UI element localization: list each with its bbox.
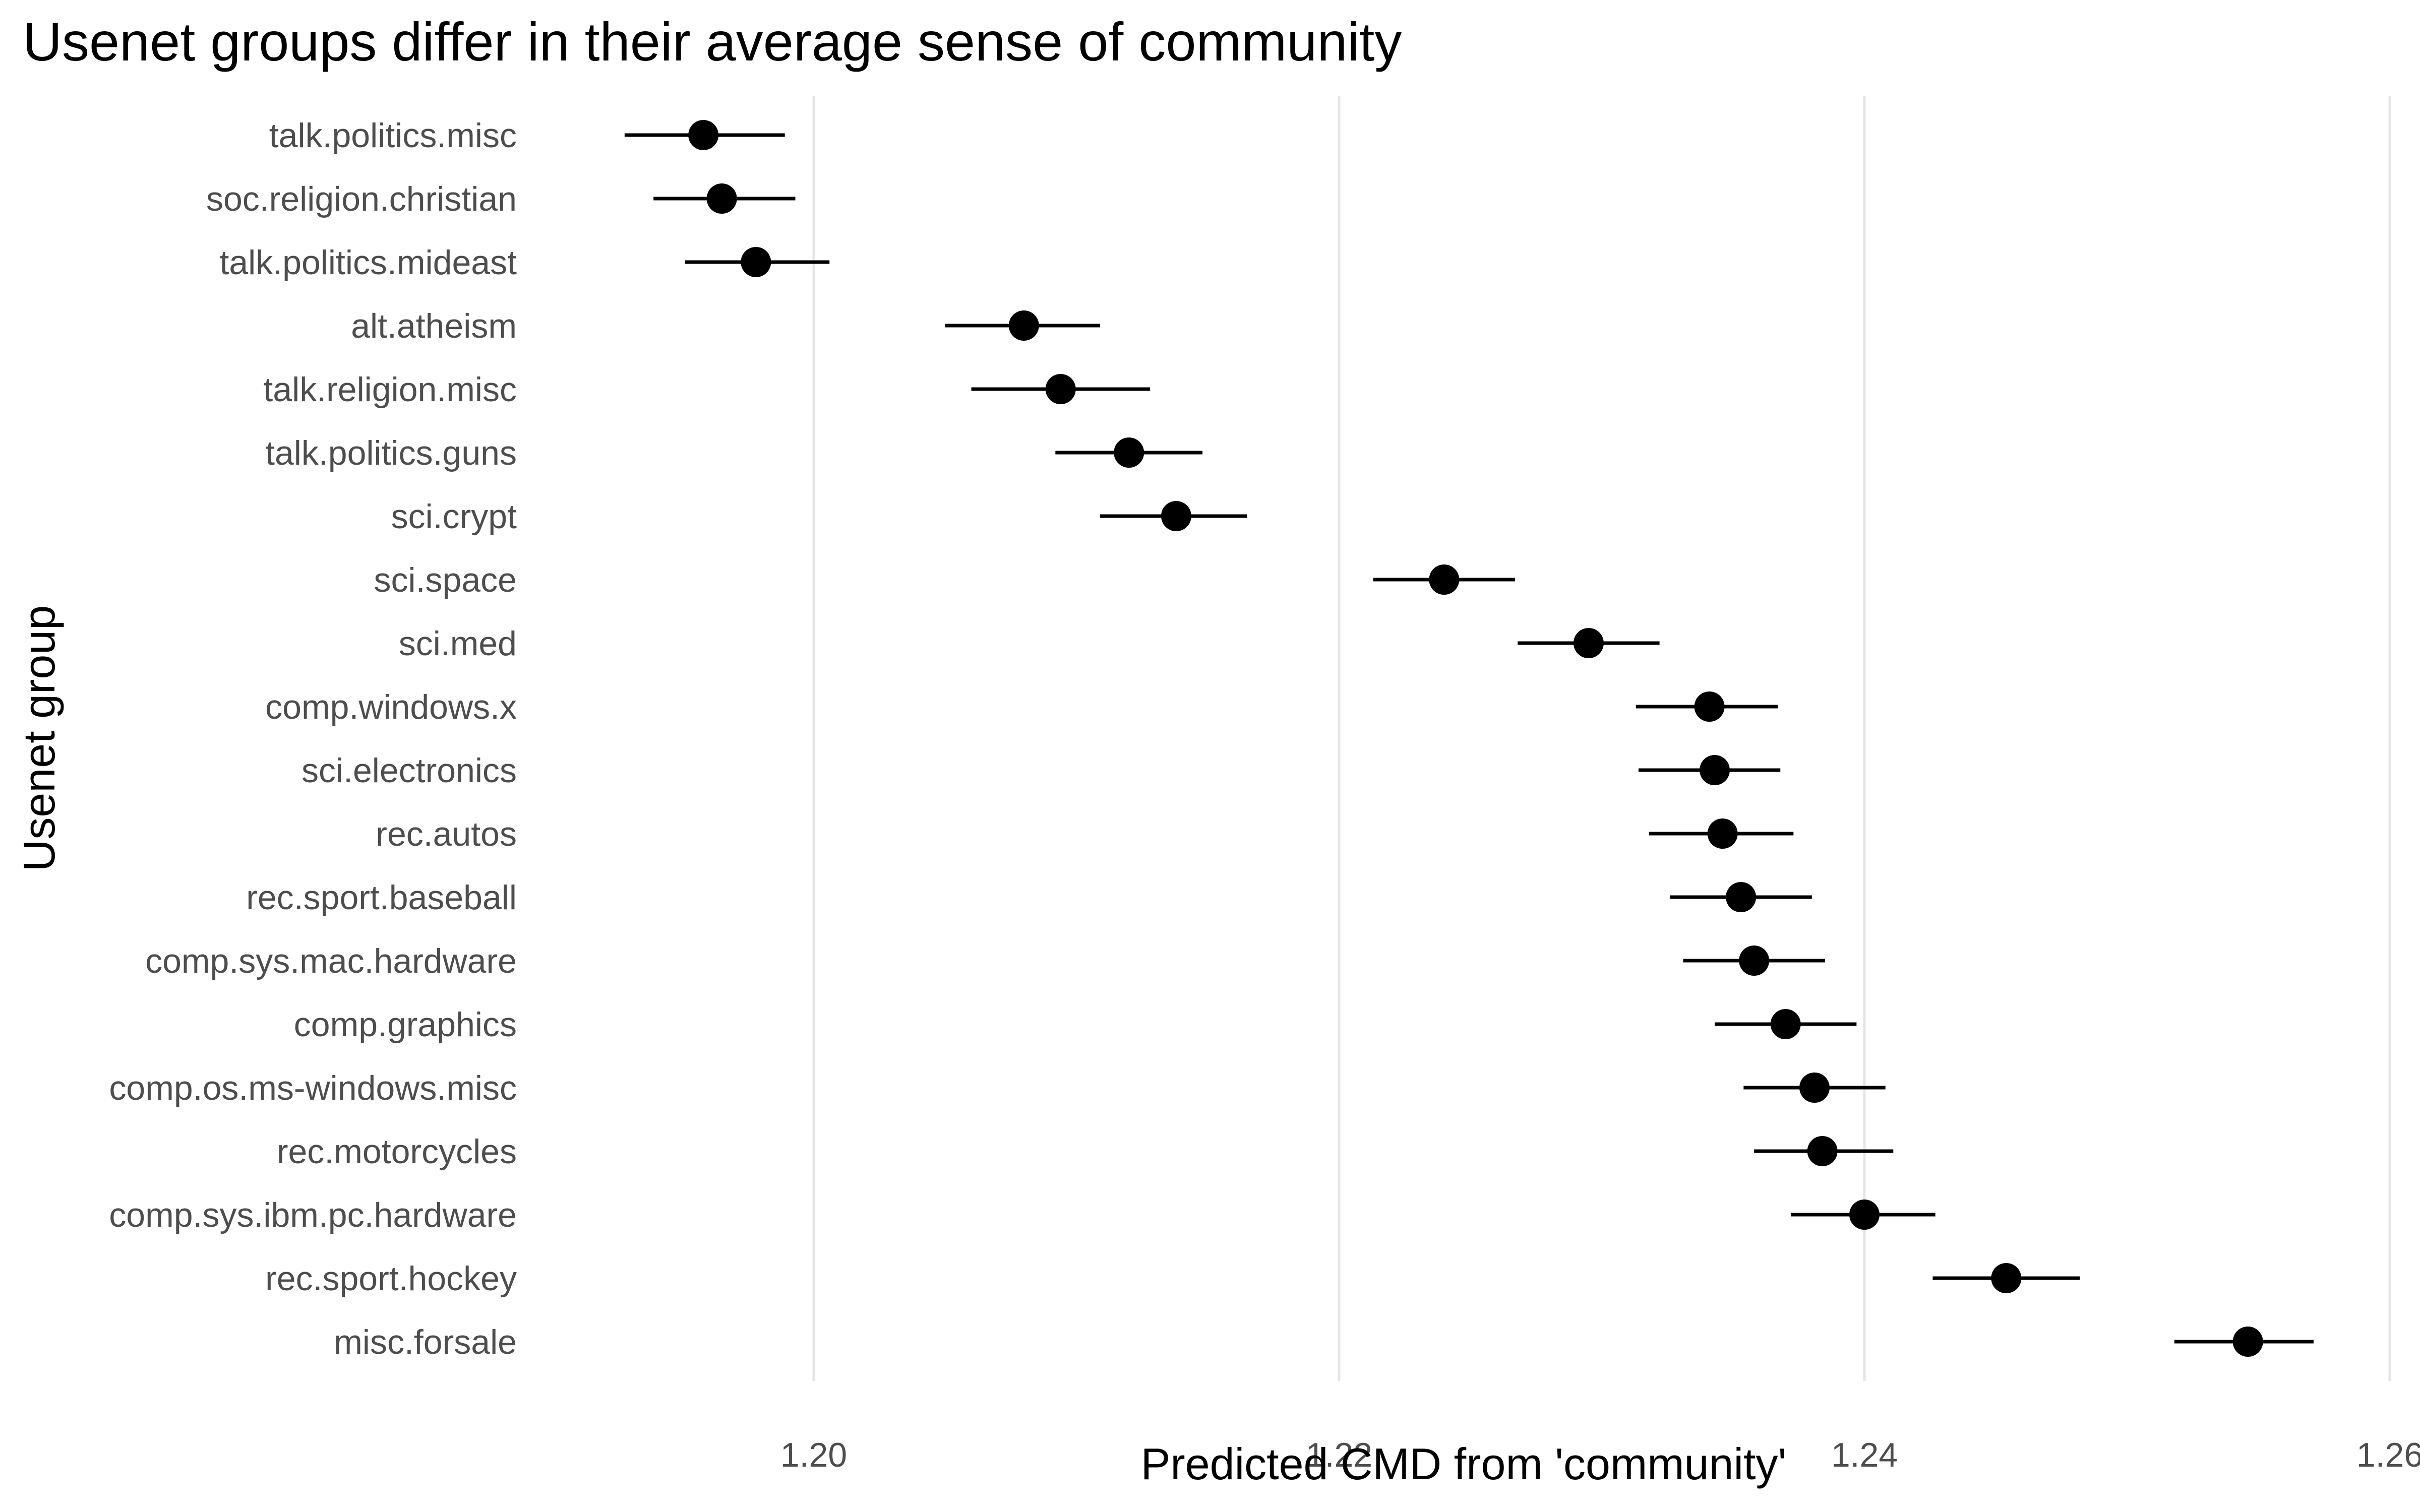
y-tick-label: rec.sport.baseball — [246, 878, 517, 917]
y-tick-label: comp.sys.mac.hardware — [145, 942, 517, 980]
y-tick-label: talk.politics.mideast — [219, 243, 517, 282]
data-point — [1770, 1009, 1801, 1039]
y-tick-label: alt.atheism — [351, 307, 517, 345]
y-tick-label: sci.electronics — [301, 751, 517, 790]
y-tick-label: comp.windows.x — [265, 688, 517, 726]
data-point — [1429, 564, 1460, 595]
data-point — [1045, 374, 1076, 404]
y-tick-label: comp.os.ms-windows.misc — [109, 1069, 517, 1107]
data-point — [1573, 628, 1604, 658]
y-tick-label: sci.med — [399, 624, 517, 663]
y-axis-title: Usenet group — [14, 605, 64, 871]
x-tick-label: 1.26 — [2356, 1436, 2420, 1474]
data-point — [1700, 755, 1730, 785]
data-point — [706, 183, 737, 214]
y-tick-labels: talk.politics.misc soc.religion.christian… — [109, 116, 517, 1361]
data-point — [1694, 691, 1725, 722]
data-point — [2232, 1327, 2263, 1357]
chart-title: Usenet groups differ in their average se… — [23, 11, 1402, 72]
y-tick-label: misc.forsale — [334, 1323, 517, 1361]
data-point — [1799, 1073, 1830, 1103]
x-tick-label: 1.22 — [1306, 1436, 1372, 1474]
y-tick-label: talk.religion.misc — [263, 370, 517, 409]
y-tick-label: rec.sport.hockey — [265, 1259, 517, 1298]
y-tick-label: talk.politics.misc — [269, 116, 517, 155]
x-axis-title: Predicted CMD from 'community' — [1141, 1439, 1787, 1489]
error-bars — [624, 133, 2314, 1344]
y-tick-label: sci.crypt — [391, 497, 517, 536]
x-tick-label: 1.20 — [780, 1436, 847, 1474]
data-point — [688, 120, 719, 150]
y-tick-label: comp.sys.ibm.pc.hardware — [109, 1196, 517, 1234]
data-point — [1849, 1200, 1880, 1230]
x-tick-label: 1.24 — [1831, 1436, 1898, 1474]
y-tick-label: sci.space — [374, 561, 517, 599]
data-point — [1739, 946, 1770, 976]
grid — [812, 96, 2391, 1381]
x-tick-labels: 1.20 1.22 1.24 1.26 — [780, 1436, 2420, 1474]
y-tick-label: rec.motorcycles — [277, 1132, 517, 1171]
y-tick-label: talk.politics.guns — [265, 434, 517, 472]
data-point — [741, 247, 771, 277]
y-tick-label: comp.graphics — [294, 1005, 517, 1044]
y-tick-label: rec.autos — [376, 815, 517, 853]
data-point — [1008, 310, 1039, 341]
data-point — [1161, 501, 1191, 531]
data-point — [1991, 1263, 2022, 1293]
points — [688, 120, 2263, 1357]
data-point — [1707, 818, 1738, 849]
data-point — [1114, 437, 1144, 468]
data-point — [1807, 1136, 1838, 1166]
data-point — [1726, 882, 1757, 912]
y-tick-label: soc.religion.christian — [206, 180, 517, 218]
